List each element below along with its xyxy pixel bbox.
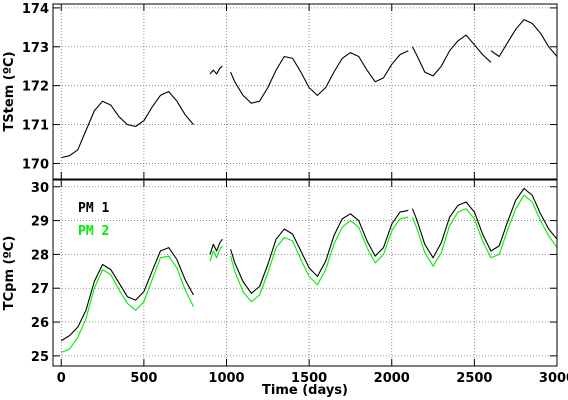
x-tick-label: 0 [57,371,66,386]
x-tick-label: 2500 [456,371,492,386]
y-tick-label: 174 [22,2,49,17]
y-tick-label: 28 [31,248,49,263]
top-series [61,19,558,159]
series-1-line-segment-3 [411,187,558,259]
top-panel: 170 171 172 173 174 TStem (ºC) [2,2,558,180]
series-1-line-segment-0 [61,247,194,342]
x-tick-label: 2000 [374,371,410,386]
bottom-frame [52,179,558,367]
series-2-line-segment-0 [61,255,194,354]
y-tick-label: 26 [31,316,49,331]
y-tick-label: 173 [22,41,49,56]
bottom-y-axis-label: TCpm (ºC) [2,236,17,311]
x-axis-label: Time (days) [262,383,348,398]
y-tick-label: 29 [31,215,49,230]
tstem-line-segment-1 [209,65,223,75]
series-2-line-segment-3 [411,194,558,267]
y-tick-label: 25 [31,350,49,365]
tstem-line-segment-0 [61,90,194,159]
series-2-line-segment-1 [209,245,223,262]
series-1-line-segment-1 [209,238,223,255]
y-tick-label: 171 [22,119,49,134]
bottom-grid [53,180,557,366]
series-2-line-segment-2 [230,216,409,303]
legend-entry-pm1: PM 1 [78,201,109,216]
bottom-ticks: 0 500 1000 1500 2000 2500 3000 25 26 27 28 29 30 [31,180,568,386]
top-frame [52,3,558,180]
x-tick-label: 1000 [208,371,244,386]
legend-entry-pm2: PM 2 [78,224,109,239]
bottom-series [61,187,558,354]
bottom-panel: 0 500 1000 1500 2000 2500 3000 25 26 27 28 29 30 TCp… [2,179,568,398]
y-tick-label: 172 [22,80,49,95]
top-y-axis-label: TStem (ºC) [2,51,17,131]
y-tick-label: 27 [31,282,49,297]
top-grid [53,4,557,179]
y-tick-label: 170 [22,157,49,172]
tstem-line-segment-3 [411,34,492,77]
tstem-line-segment-4 [490,19,558,58]
x-tick-label: 3000 [539,371,568,386]
y-tick-label: 30 [31,181,49,196]
x-tick-label: 1500 [291,371,327,386]
tstem-line-segment-2 [230,50,409,104]
series-1-line-segment-2 [230,209,409,294]
top-ticks: 170 171 172 173 174 [22,2,558,179]
legend: PM 1 PM 2 [78,201,109,239]
x-tick-label: 500 [130,371,157,386]
